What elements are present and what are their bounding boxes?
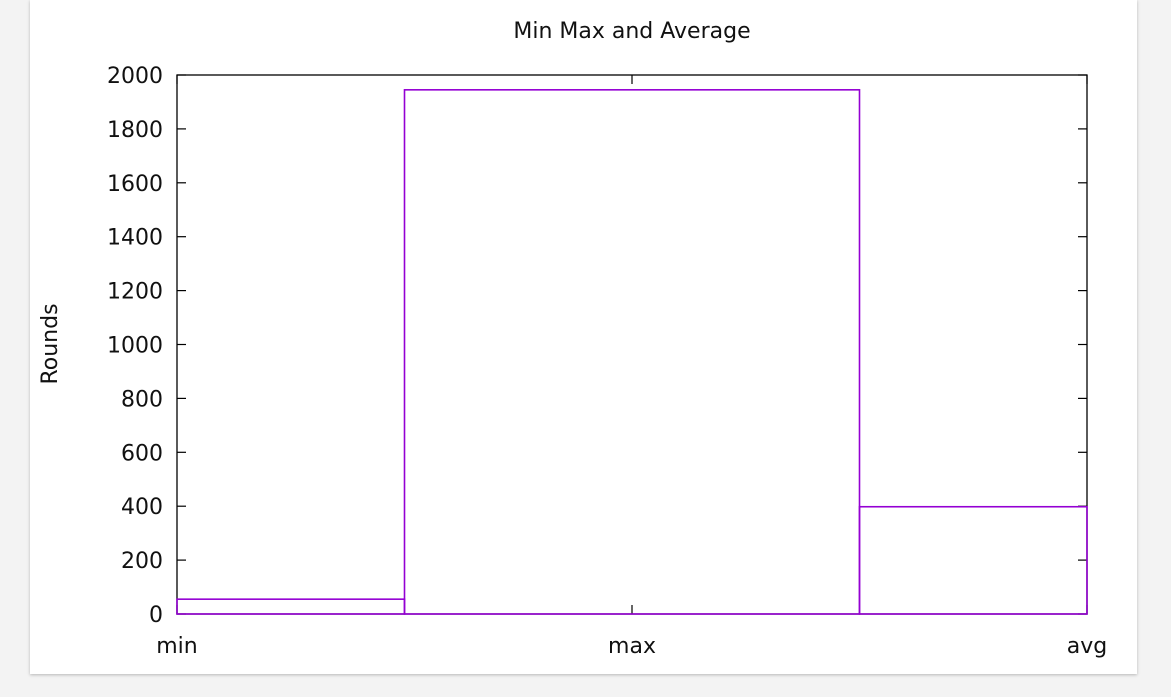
y-tick-label: 1600 xyxy=(107,172,163,197)
y-tick-label: 800 xyxy=(121,387,163,412)
y-tick-label: 0 xyxy=(149,603,163,628)
x-tick-label: max xyxy=(608,634,656,659)
y-tick-label: 400 xyxy=(121,495,163,520)
bar-chart: Min Max and Average Rounds 0 200 400 600 800… xyxy=(38,19,1107,659)
plot-frame xyxy=(176,74,1088,615)
chart-card: Min Max and Average Rounds 0 200 400 600 800… xyxy=(30,0,1137,674)
chart-title: Min Max and Average xyxy=(513,19,750,44)
plot-area: 0 200 400 600 800 1000 1200 1400 1600 1800 2000 min… xyxy=(107,64,1107,659)
bar-min xyxy=(176,598,406,615)
y-tick-label: 200 xyxy=(121,549,163,574)
y-axis-title: Rounds xyxy=(38,303,63,384)
y-tick-label: 600 xyxy=(121,441,163,466)
bar-avg xyxy=(858,505,1088,615)
y-tick-label: 1000 xyxy=(107,334,163,359)
y-tick-label: 2000 xyxy=(107,64,163,89)
y-tick-label: 1200 xyxy=(107,280,163,305)
y-tick-label: 1800 xyxy=(107,118,163,143)
bar-max xyxy=(403,89,861,615)
x-tick-label: min xyxy=(156,634,198,659)
x-tick-label: avg xyxy=(1067,634,1107,659)
y-tick-label: 1400 xyxy=(107,226,163,251)
